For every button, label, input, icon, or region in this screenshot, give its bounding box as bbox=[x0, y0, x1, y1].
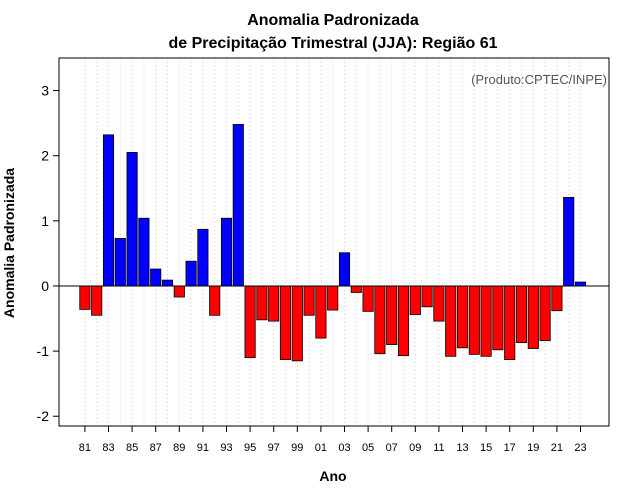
y-axis-label: Anomalia Padronizada bbox=[1, 168, 17, 318]
y-tick-label-0: 0 bbox=[41, 278, 49, 294]
x-tick-label-03: 03 bbox=[338, 442, 350, 454]
bar-04 bbox=[350, 285, 362, 293]
bar-86 bbox=[138, 217, 150, 287]
bar-03 bbox=[338, 252, 351, 287]
bar-82 bbox=[91, 285, 103, 316]
bar-20 bbox=[539, 285, 551, 342]
y-tick-label-2: 2 bbox=[41, 148, 49, 164]
bar-92 bbox=[209, 285, 221, 316]
bar-12 bbox=[445, 285, 457, 357]
x-tick-label-91: 91 bbox=[197, 442, 209, 454]
x-tick-label-07: 07 bbox=[386, 442, 398, 454]
x-tick-label-19: 19 bbox=[527, 442, 539, 454]
bar-94 bbox=[232, 124, 244, 287]
x-tick-label-99: 99 bbox=[291, 442, 303, 454]
bar-22 bbox=[563, 196, 575, 287]
y-tick-label--2: -2 bbox=[37, 408, 50, 424]
bar-08 bbox=[397, 285, 410, 357]
x-tick-label-97: 97 bbox=[268, 442, 280, 454]
x-tick-label-21: 21 bbox=[551, 442, 563, 454]
bar-90 bbox=[185, 260, 197, 287]
x-tick-label-09: 09 bbox=[409, 442, 421, 454]
grid-lines bbox=[84, 58, 581, 426]
bar-19 bbox=[527, 285, 539, 349]
bar-09 bbox=[409, 285, 421, 316]
bars-group bbox=[79, 124, 587, 362]
bar-05 bbox=[362, 285, 374, 312]
x-tick-label-95: 95 bbox=[244, 442, 256, 454]
bar-88 bbox=[161, 279, 174, 287]
bar-98 bbox=[279, 285, 292, 360]
bar-06 bbox=[374, 285, 386, 355]
bar-13 bbox=[456, 285, 469, 349]
x-tick-label-23: 23 bbox=[574, 442, 586, 454]
bar-83 bbox=[102, 134, 115, 287]
bar-85 bbox=[126, 152, 138, 287]
bar-84 bbox=[114, 238, 126, 287]
x-tick-label-83: 83 bbox=[102, 442, 114, 454]
bar-21 bbox=[551, 285, 563, 312]
x-axis-label: Ano bbox=[319, 468, 346, 484]
bar-97 bbox=[268, 285, 280, 322]
bar-14 bbox=[468, 285, 480, 355]
x-axis: 81 83 85 87 89 91 93 95 97 99 01 03 05 07 09 11 13 15 17 19… bbox=[79, 426, 587, 454]
bar-17 bbox=[504, 285, 516, 360]
y-axis: -2 -1 0 1 2 3 bbox=[37, 83, 59, 424]
bar-91 bbox=[197, 228, 209, 287]
y-tick-label-1: 1 bbox=[41, 213, 49, 229]
x-tick-label-89: 89 bbox=[173, 442, 185, 454]
x-tick-label-13: 13 bbox=[456, 442, 468, 454]
bar-01 bbox=[315, 285, 327, 339]
bar-02 bbox=[327, 285, 339, 311]
bar-18 bbox=[515, 285, 528, 344]
bar-81 bbox=[79, 285, 91, 310]
x-tick-label-93: 93 bbox=[220, 442, 232, 454]
y-tick-label-3: 3 bbox=[41, 83, 49, 99]
bar-96 bbox=[256, 285, 268, 321]
x-tick-label-87: 87 bbox=[150, 442, 162, 454]
bar-93 bbox=[220, 217, 233, 287]
bar-07 bbox=[386, 285, 398, 345]
bar-11 bbox=[433, 285, 445, 322]
bar-16 bbox=[492, 285, 504, 351]
bar-23 bbox=[574, 281, 587, 287]
x-tick-label-15: 15 bbox=[480, 442, 492, 454]
bar-00 bbox=[303, 285, 315, 316]
x-tick-label-05: 05 bbox=[362, 442, 374, 454]
x-tick-label-17: 17 bbox=[504, 442, 516, 454]
bar-89 bbox=[173, 285, 185, 298]
chart-title-line-2: de Precipitação Trimestral (JJA): Região… bbox=[168, 35, 497, 52]
x-tick-label-11: 11 bbox=[433, 442, 444, 454]
bar-87 bbox=[150, 268, 162, 287]
plot-frame bbox=[58, 57, 610, 427]
x-tick-label-81: 81 bbox=[79, 442, 91, 454]
bar-15 bbox=[480, 285, 492, 357]
chart-title-line-1: Anomalia Padronizada bbox=[247, 12, 419, 29]
bar-10 bbox=[421, 285, 433, 308]
x-tick-label-85: 85 bbox=[126, 442, 138, 454]
bar-95 bbox=[244, 285, 256, 359]
y-tick-label--1: -1 bbox=[37, 343, 50, 359]
x-tick-label-01: 01 bbox=[315, 442, 327, 454]
credit-annotation: (Produto:CPTEC/INPE) bbox=[471, 72, 607, 87]
bar-99 bbox=[291, 285, 303, 362]
